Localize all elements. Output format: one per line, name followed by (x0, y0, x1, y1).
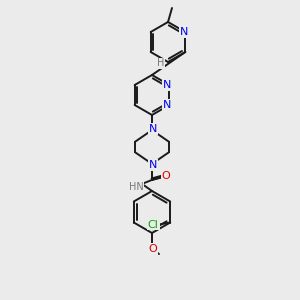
Text: O: O (148, 244, 158, 254)
Text: N: N (149, 160, 157, 170)
Text: N: N (163, 100, 172, 110)
Text: N: N (180, 27, 188, 37)
Text: H: H (157, 58, 164, 68)
Text: O: O (162, 171, 170, 181)
Text: N: N (149, 124, 157, 134)
Text: HN: HN (129, 182, 143, 192)
Text: N: N (163, 80, 172, 90)
Text: Cl: Cl (148, 220, 159, 230)
